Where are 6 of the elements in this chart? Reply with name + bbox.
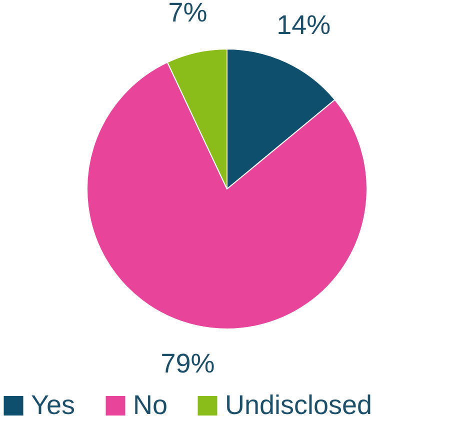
data-label: 79% <box>160 348 215 379</box>
data-label: 7% <box>168 0 208 28</box>
legend-label: No <box>133 390 168 420</box>
legend-label: Yes <box>31 390 76 420</box>
data-label: 14% <box>276 10 331 40</box>
legend-label: Undisclosed <box>225 390 372 420</box>
